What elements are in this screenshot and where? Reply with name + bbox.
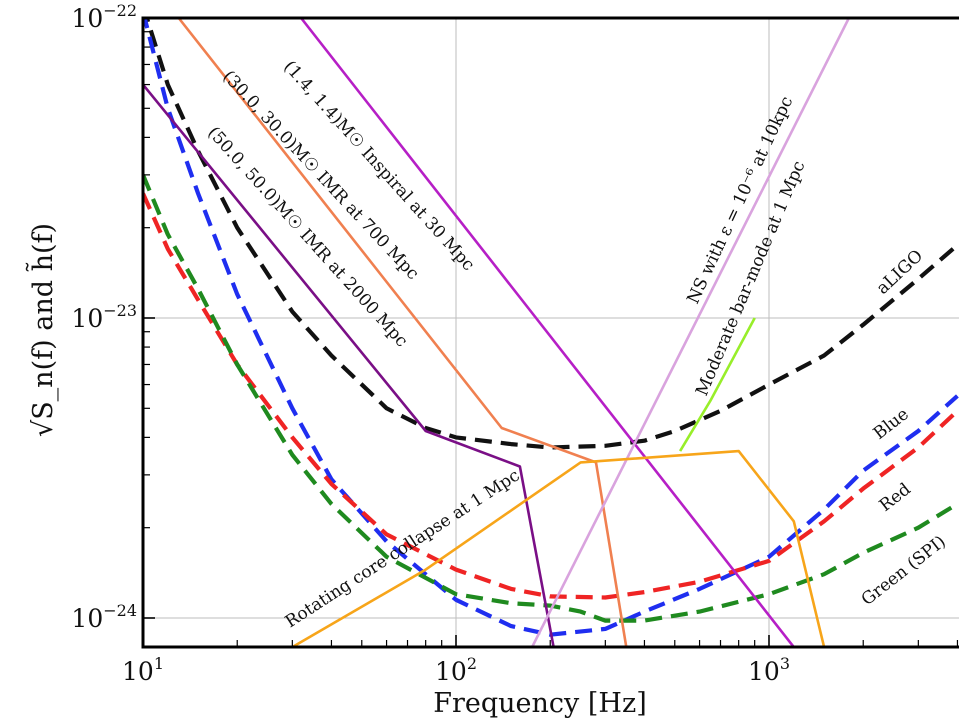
x-tick-label-0: 101: [122, 654, 164, 686]
plot-background: [143, 18, 959, 647]
series-layer: [143, 18, 959, 647]
x-axis-label: Frequency [Hz]: [433, 688, 646, 719]
axes-border: [141, 16, 959, 649]
series-line-3: [143, 174, 959, 623]
y-axis-label: √S_n(f) and h̃(f): [25, 223, 59, 437]
series-line-6: [143, 83, 555, 647]
series-line-2: [143, 192, 959, 600]
series-line-4: [300, 18, 795, 647]
y-tick-label-0: 10−22: [71, 1, 137, 33]
series-line-5: [177, 18, 628, 647]
series-line-8: [678, 317, 756, 452]
x-tick-label-2: 103: [748, 654, 790, 686]
series-line-9: [291, 449, 826, 647]
x-tick-label-1: 102: [435, 654, 477, 686]
ticks: 101 102 103 10−22 10−23 10−24: [71, 1, 959, 686]
y-tick-label-1: 10−23: [71, 301, 137, 333]
axes-frame: [141, 16, 959, 649]
y-tick-label-2: 10−24: [71, 601, 137, 633]
series-line-0: [144, 18, 959, 450]
series-line-7: [530, 18, 851, 647]
series-line-1: [143, 18, 959, 637]
